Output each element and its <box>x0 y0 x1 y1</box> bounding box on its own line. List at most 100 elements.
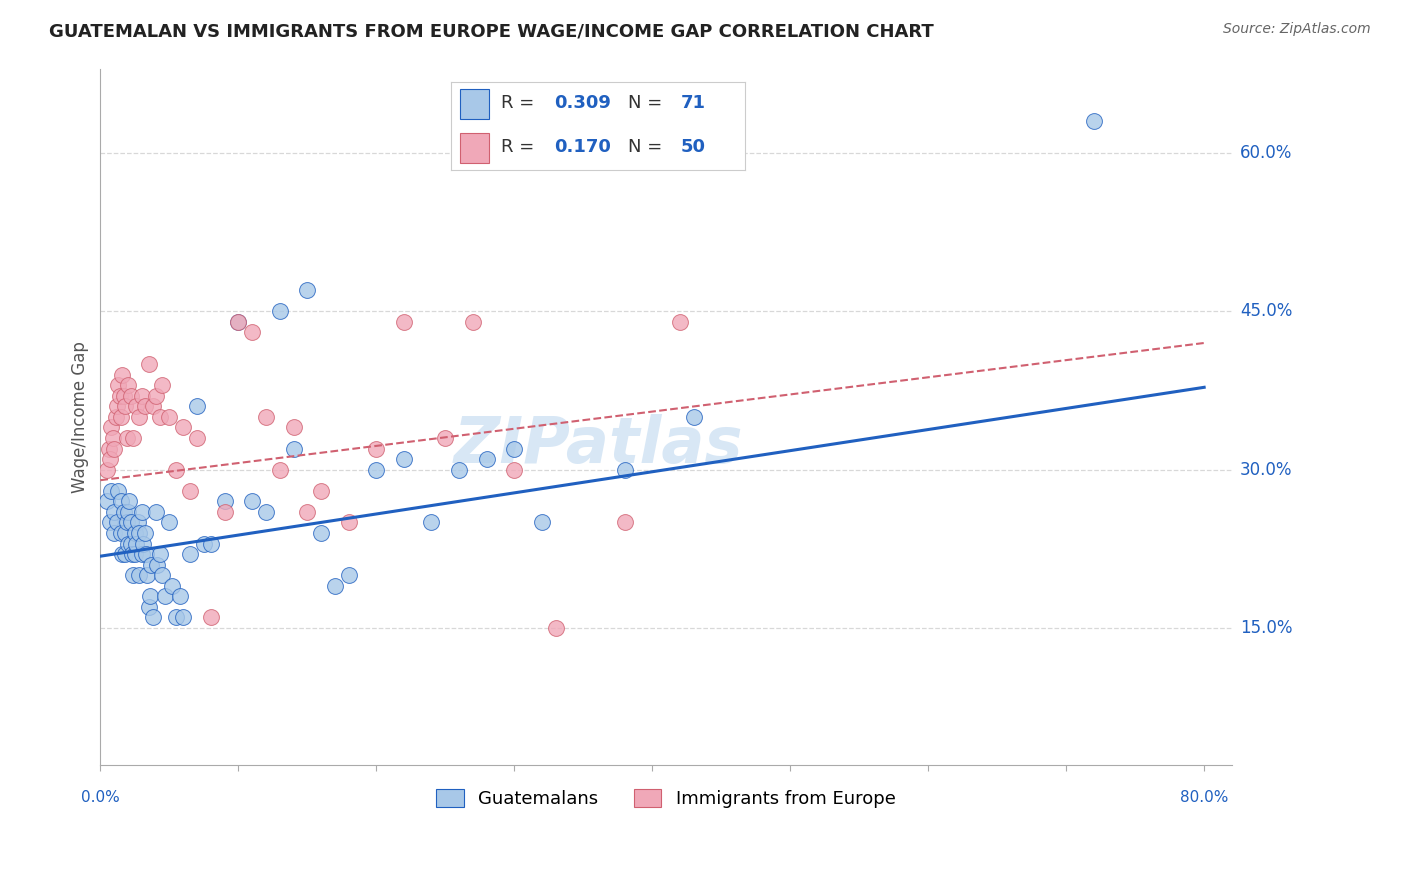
Point <box>228 315 250 329</box>
Point <box>269 463 291 477</box>
Point <box>337 568 360 582</box>
Point <box>128 409 150 424</box>
Point <box>110 409 132 424</box>
Point <box>105 400 128 414</box>
Text: Source: ZipAtlas.com: Source: ZipAtlas.com <box>1223 22 1371 37</box>
Point <box>127 516 149 530</box>
Point <box>1083 114 1105 128</box>
Point <box>117 536 139 550</box>
Point <box>114 400 136 414</box>
Point <box>117 378 139 392</box>
Point <box>240 326 263 340</box>
Point <box>165 610 187 624</box>
Point <box>121 547 143 561</box>
Point <box>309 526 332 541</box>
Point <box>107 378 129 392</box>
Point <box>214 505 236 519</box>
Point <box>200 536 222 550</box>
Point <box>179 483 201 498</box>
Point <box>98 452 121 467</box>
Point <box>107 483 129 498</box>
Point <box>145 505 167 519</box>
Point <box>200 610 222 624</box>
Point <box>392 315 415 329</box>
Point <box>125 400 148 414</box>
Point <box>165 463 187 477</box>
Point <box>157 516 180 530</box>
Point <box>214 494 236 508</box>
Point <box>434 431 457 445</box>
Point <box>160 579 183 593</box>
Point <box>103 505 125 519</box>
Point <box>122 431 145 445</box>
Text: 80.0%: 80.0% <box>1180 790 1229 805</box>
Point <box>283 442 305 456</box>
Point <box>142 400 165 414</box>
Point <box>136 568 159 582</box>
Point <box>103 526 125 541</box>
Point <box>124 526 146 541</box>
Point <box>613 463 636 477</box>
Point <box>269 304 291 318</box>
Point <box>297 283 319 297</box>
Point <box>112 505 135 519</box>
Point <box>134 526 156 541</box>
Point <box>530 516 553 530</box>
Point <box>132 536 155 550</box>
Point <box>114 526 136 541</box>
Point <box>112 389 135 403</box>
Point <box>138 599 160 614</box>
Point <box>179 547 201 561</box>
Point <box>120 516 142 530</box>
Point <box>115 431 138 445</box>
Point <box>105 516 128 530</box>
Point <box>122 568 145 582</box>
Point <box>98 516 121 530</box>
Point <box>323 579 346 593</box>
Point <box>240 494 263 508</box>
Point <box>366 442 388 456</box>
Point <box>475 452 498 467</box>
Point <box>135 547 157 561</box>
Point <box>169 590 191 604</box>
Point <box>153 590 176 604</box>
Point <box>172 420 194 434</box>
Point <box>139 590 162 604</box>
Legend: Guatemalans, Immigrants from Europe: Guatemalans, Immigrants from Europe <box>429 781 903 815</box>
Text: GUATEMALAN VS IMMIGRANTS FROM EUROPE WAGE/INCOME GAP CORRELATION CHART: GUATEMALAN VS IMMIGRANTS FROM EUROPE WAG… <box>49 22 934 40</box>
Point <box>669 315 692 329</box>
Point <box>117 505 139 519</box>
Point <box>118 494 141 508</box>
Point <box>100 420 122 434</box>
Point <box>503 442 526 456</box>
Point <box>146 558 169 572</box>
Point <box>228 315 250 329</box>
Point <box>392 452 415 467</box>
Point <box>110 494 132 508</box>
Point <box>420 516 443 530</box>
Point <box>461 315 484 329</box>
Point <box>96 494 118 508</box>
Point <box>131 389 153 403</box>
Point <box>142 610 165 624</box>
Y-axis label: Wage/Income Gap: Wage/Income Gap <box>72 341 89 492</box>
Text: 45.0%: 45.0% <box>1240 302 1292 320</box>
Text: ZIPatlas: ZIPatlas <box>453 414 742 475</box>
Point <box>141 558 163 572</box>
Point <box>111 368 134 382</box>
Point <box>297 505 319 519</box>
Point <box>100 483 122 498</box>
Point <box>254 505 277 519</box>
Point <box>134 400 156 414</box>
Point <box>337 516 360 530</box>
Point <box>120 389 142 403</box>
Point <box>114 547 136 561</box>
Point <box>283 420 305 434</box>
Point <box>503 463 526 477</box>
Point <box>125 536 148 550</box>
Point <box>124 547 146 561</box>
Point <box>449 463 471 477</box>
Point <box>254 409 277 424</box>
Text: 60.0%: 60.0% <box>1240 144 1292 162</box>
Point <box>544 621 567 635</box>
